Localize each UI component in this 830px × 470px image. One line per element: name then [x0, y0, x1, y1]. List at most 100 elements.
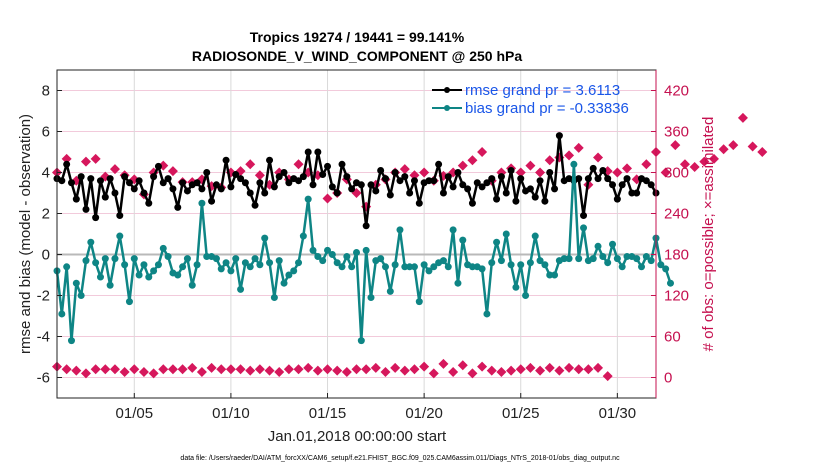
bias-point — [401, 263, 409, 271]
rmse-point — [454, 169, 462, 176]
obs-count-marker — [409, 364, 420, 375]
rmse-point — [512, 197, 520, 205]
rmse-point — [604, 175, 612, 183]
obs-count-marker — [583, 364, 594, 375]
bias-point — [444, 263, 452, 271]
bias-point — [130, 255, 138, 263]
obs-count-marker — [689, 162, 700, 173]
rmse-point — [319, 171, 327, 179]
rmse-point — [526, 185, 534, 193]
bias-point — [502, 230, 510, 238]
bias-point — [333, 259, 341, 267]
rmse-point — [87, 175, 95, 183]
rmse-point — [623, 175, 631, 183]
obs-count-marker — [100, 364, 111, 375]
obs-count-marker — [399, 365, 410, 376]
bias-point — [353, 248, 360, 256]
bias-point — [319, 257, 327, 265]
right-y-tick-label: 120 — [664, 288, 689, 305]
rmse-point — [212, 181, 220, 189]
obs-count-marker — [293, 159, 304, 170]
obs-count-marker — [109, 164, 120, 175]
bias-point — [541, 261, 549, 269]
obs-count-marker — [477, 361, 488, 372]
legend-bias-marker — [444, 105, 450, 111]
bias-point — [232, 255, 240, 263]
bias-point — [96, 273, 104, 281]
obs-count-marker — [573, 142, 584, 153]
bias-point — [135, 271, 143, 279]
rmse-point — [464, 185, 472, 193]
rmse-point — [502, 189, 510, 197]
bias-point — [266, 259, 274, 267]
rmse-point — [401, 173, 409, 181]
obs-count-marker — [322, 193, 333, 204]
obs-count-marker — [370, 362, 381, 373]
bias-point — [299, 232, 307, 240]
bias-point — [391, 261, 399, 269]
y-tick-label: -2 — [37, 288, 50, 305]
bias-point — [420, 261, 428, 269]
obs-count-marker — [148, 368, 159, 379]
obs-count-marker — [419, 167, 430, 178]
rmse-point — [575, 175, 583, 183]
rmse-point — [116, 212, 124, 220]
bias-point — [256, 261, 264, 269]
obs-count-marker — [274, 367, 285, 378]
bias-point — [613, 255, 621, 263]
obs-count-marker — [457, 360, 468, 371]
obs-count-marker — [564, 150, 575, 161]
rmse-point — [589, 164, 597, 172]
rmse-point — [628, 189, 636, 197]
rmse-point — [410, 177, 418, 185]
rmse-point — [642, 177, 650, 185]
obs-count-marker — [90, 364, 101, 375]
bias-point — [87, 238, 95, 246]
obs-count-marker — [679, 159, 690, 170]
rmse-point — [285, 179, 293, 187]
rmse-point — [473, 179, 481, 187]
rmse-point — [266, 156, 274, 164]
obs-count-marker — [225, 364, 236, 375]
rmse-point — [633, 189, 641, 197]
bias-point — [314, 253, 322, 261]
rmse-point — [193, 179, 201, 187]
obs-count-marker — [138, 367, 149, 378]
rmse-point — [314, 148, 322, 156]
bias-point — [58, 310, 66, 318]
bias-point — [63, 263, 71, 271]
rmse-point — [609, 181, 617, 189]
bias-point — [623, 253, 631, 261]
right-y-tick-label: 300 — [664, 165, 689, 182]
rmse-point — [232, 171, 240, 179]
chart-title: Tropics 19274 / 19441 = 99.141% — [250, 29, 465, 45]
plot-frame — [56, 69, 657, 399]
rmse-point — [169, 185, 177, 193]
y-axis-label: rmse and bias (model - observation) — [17, 114, 34, 354]
rmse-point — [159, 179, 167, 187]
rmse-point — [96, 177, 104, 185]
bias-point — [328, 251, 336, 258]
bias-point — [406, 263, 414, 271]
bias-point — [497, 257, 505, 265]
obs-count-marker — [506, 365, 517, 376]
obs-count-marker — [467, 368, 478, 379]
obs-count-marker — [216, 364, 227, 375]
obs-count-marker — [341, 367, 352, 378]
rmse-point — [275, 173, 283, 181]
bias-point — [280, 279, 288, 287]
legend-rmse-marker — [444, 87, 450, 93]
bias-point — [338, 263, 346, 271]
bias-point — [517, 261, 525, 269]
rmse-point — [77, 173, 85, 181]
obs-count-upper-markers — [52, 112, 768, 212]
obs-count-marker — [573, 364, 584, 375]
rmse-point — [256, 179, 264, 187]
rmse-point — [391, 169, 399, 176]
bias-point — [526, 259, 534, 267]
obs-count-marker — [525, 160, 536, 171]
obs-count-marker — [708, 153, 719, 164]
bias-point — [468, 263, 476, 271]
bias-point — [493, 238, 501, 246]
right-y-axis-label: # of obs: o=possible; ×=assimilated — [700, 117, 717, 352]
